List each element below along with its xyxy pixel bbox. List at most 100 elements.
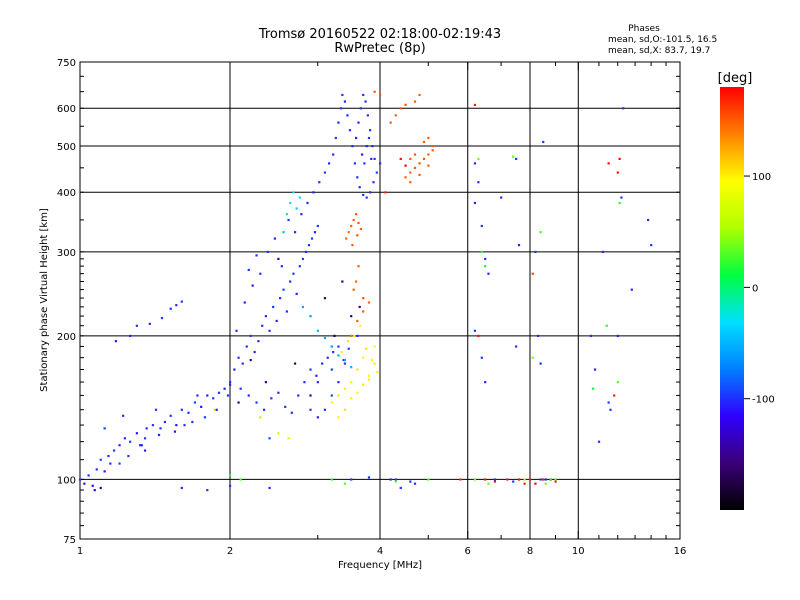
phase-echo-point xyxy=(323,297,327,300)
phase-echo-point xyxy=(135,324,138,327)
x-axis-label: Frequency [MHz] xyxy=(338,560,422,571)
phase-echo-point xyxy=(341,93,344,97)
y-tick-label: 400 xyxy=(57,188,76,199)
phase-echo-point xyxy=(175,424,178,427)
phase-echo-point xyxy=(330,368,333,371)
phase-echo-point xyxy=(616,171,619,174)
phase-echo-point xyxy=(343,408,347,411)
phase-echo-point xyxy=(326,356,329,359)
phase-echo-point xyxy=(233,368,236,371)
phase-echo-point xyxy=(367,476,371,479)
phase-echo-point xyxy=(316,381,319,384)
phase-echo-point xyxy=(163,420,167,424)
phase-echo-point xyxy=(365,144,368,148)
phase-echo-point xyxy=(268,486,271,490)
phase-echo-point xyxy=(118,444,121,447)
phase-echo-point xyxy=(534,482,537,485)
phase-echo-point xyxy=(309,315,312,318)
phase-echo-point xyxy=(143,449,147,452)
phase-echo-point xyxy=(404,103,407,107)
phase-echo-point xyxy=(480,250,483,254)
phase-echo-point xyxy=(356,391,359,394)
phase-echo-point xyxy=(613,394,616,397)
phase-echo-point xyxy=(364,100,367,103)
phase-echo-point xyxy=(379,162,382,165)
phase-echo-point xyxy=(243,301,246,304)
phase-echo-point xyxy=(264,381,268,384)
phase-echo-point xyxy=(350,366,353,369)
phase-echo-point xyxy=(79,478,82,481)
phase-echo-point xyxy=(275,319,278,323)
phase-echo-point xyxy=(365,196,368,199)
phase-echo-point xyxy=(139,444,142,447)
phase-echo-point xyxy=(413,482,417,485)
y-tick-label: 300 xyxy=(57,248,76,259)
phase-echo-point xyxy=(237,401,240,404)
phase-echo-point xyxy=(261,324,264,327)
phase-echo-point xyxy=(372,181,375,184)
phase-echo-point xyxy=(473,103,477,107)
phase-echo-point xyxy=(289,201,292,205)
phase-echo-point xyxy=(409,181,412,184)
phase-echo-point xyxy=(169,414,172,417)
phase-echo-point xyxy=(480,356,483,359)
phase-echo-point xyxy=(493,478,497,481)
phase-echo-point xyxy=(399,486,402,490)
phase-echo-point xyxy=(362,356,365,359)
phase-echo-point xyxy=(369,129,372,132)
phase-echo-point xyxy=(334,136,337,140)
phase-echo-point xyxy=(183,424,186,427)
phase-echo-point xyxy=(217,391,221,394)
phase-echo-point xyxy=(484,257,487,261)
phase-echo-point xyxy=(477,334,480,338)
phase-echo-point xyxy=(616,381,619,384)
phase-echo-point xyxy=(229,381,232,384)
phase-echo-point xyxy=(357,221,360,225)
phase-echo-point xyxy=(114,340,118,343)
phase-echo-point xyxy=(539,231,542,234)
phase-echo-point xyxy=(409,157,412,161)
phase-echo-point xyxy=(427,136,430,140)
x-tick-label: 6 xyxy=(465,546,471,557)
phase-echo-point xyxy=(343,362,347,365)
colorbar-scale xyxy=(720,87,744,510)
phase-echo-point xyxy=(373,90,376,93)
phase-echo-point xyxy=(159,427,162,430)
phase-echo-point xyxy=(295,292,298,295)
phase-echo-point xyxy=(373,345,376,348)
chart-title: Tromsø 20160522 02:18:00-02:19:43 xyxy=(258,27,501,42)
phase-echo-point xyxy=(358,305,361,309)
phase-echo-point xyxy=(295,207,298,210)
phase-echo-point xyxy=(180,408,183,411)
phase-echo-point xyxy=(404,164,407,167)
phase-echo-point xyxy=(129,440,132,443)
phase-echo-point xyxy=(539,362,542,365)
phase-echo-point xyxy=(389,121,392,124)
phase-echo-point xyxy=(354,280,358,283)
phase-echo-point xyxy=(409,480,412,483)
phase-echo-point xyxy=(650,244,653,247)
phase-echo-point xyxy=(279,297,282,300)
phase-echo-point xyxy=(312,191,315,194)
phase-echo-point xyxy=(285,310,288,313)
phase-echo-point xyxy=(282,231,285,234)
phase-echo-point xyxy=(427,478,430,481)
phase-echo-point xyxy=(350,397,353,400)
phase-echo-point xyxy=(315,374,318,377)
phase-echo-point xyxy=(399,107,402,110)
phase-echo-point xyxy=(112,449,116,452)
phase-echo-point xyxy=(607,401,610,404)
phase-echo-point xyxy=(95,468,98,471)
phase-echo-point xyxy=(292,191,295,194)
phase-echo-point xyxy=(367,136,371,140)
phase-echo-point xyxy=(272,305,275,309)
phase-echo-point xyxy=(363,162,366,165)
phase-echo-point xyxy=(473,478,477,481)
phase-echo-point xyxy=(273,237,276,240)
phase-echo-point xyxy=(422,140,426,144)
colorbar-label: [deg] xyxy=(718,71,753,86)
colorbar-tick-label: 100 xyxy=(752,172,771,183)
phase-echo-point xyxy=(542,478,545,481)
phase-echo-point xyxy=(477,181,480,184)
phase-echo-point xyxy=(362,297,365,300)
